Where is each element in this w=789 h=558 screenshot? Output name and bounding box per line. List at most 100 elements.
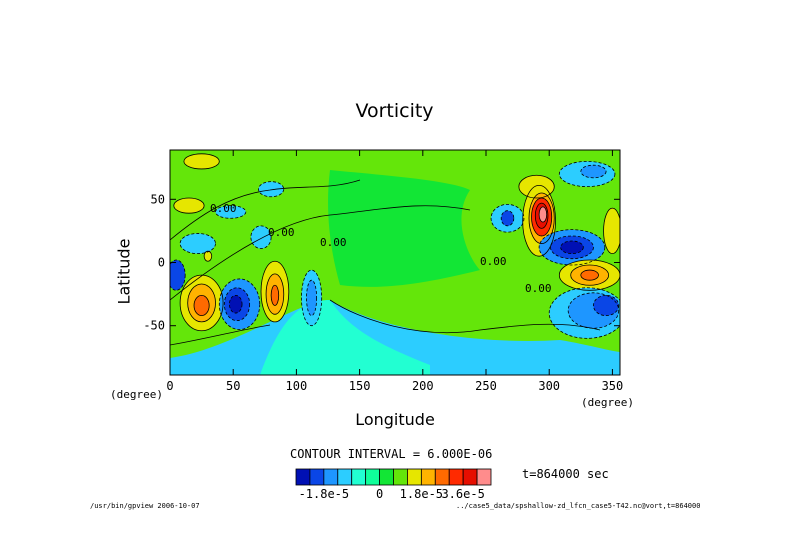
contour-line-4 [250,225,272,249]
contour-line-8 [193,294,210,316]
contour-region-27 [539,206,547,223]
colorbar-swatch-11 [448,468,464,486]
y-axis-ticks: -50 0 50 [143,192,620,333]
colorbar-swatch-5 [365,468,380,486]
contour-line-28 [538,229,606,266]
contour-line-24 [528,192,555,244]
contour-line-22 [500,210,515,227]
y-axis-unit: (degree) [110,388,163,401]
contour-region-33 [580,270,599,281]
contour-line-10 [223,287,251,322]
contour-region-5 [170,259,186,291]
contour-line-3 [179,233,216,255]
south-polar-band-core [260,300,430,375]
contour-line-25 [531,197,553,237]
contour-interval-label: CONTOUR INTERVAL = 6.000E-06 [290,447,493,461]
contour-plot-area: 0.00 0.00 0.00 0.00 0.00 0 50 100 150 200 250 300 3… [143,149,623,393]
contour-label-4: 0.00 [525,282,552,295]
x-tick-label-50: 50 [226,379,240,393]
colorbar-swatch-6 [379,468,394,486]
contour-line-30 [560,240,584,255]
x-tick-label-350: 350 [602,379,624,393]
contour-region-3 [180,233,216,254]
contour-region-20 [580,165,607,178]
contour-region-4 [250,225,272,249]
colorbar-swatch-2 [323,468,339,486]
contour-region-37 [603,208,620,254]
y-tick-label--50: -50 [143,319,165,333]
contour-region-1 [215,205,246,219]
colorbar-swatch-3 [337,468,353,486]
x-axis-ticks: 0 50 100 150 200 250 300 350 [166,150,623,393]
colorbar-swatch-10 [434,468,450,486]
contour-line-7 [187,283,216,323]
x-axis-label: Longitude [355,410,435,429]
contour-line-13 [265,273,285,315]
contour-line-35 [567,292,620,329]
contour-line-16 [306,279,318,316]
contour-line-27 [538,206,548,223]
contour-line-20 [580,164,607,179]
contour-line-32 [570,264,610,286]
contour-label-2: 0.00 [320,236,347,249]
time-label: t=864000 sec [522,467,609,481]
contour-region-2 [258,181,284,197]
contour-region-8 [194,295,210,316]
contour-region-36 [593,295,619,316]
zero-isoline-0 [170,205,471,301]
contour-region-16 [306,280,317,316]
footer-left: /usr/bin/gpview 2006-10-07 [90,502,200,510]
zero-isoline-2 [329,299,601,333]
contour-region-30 [560,241,584,254]
y-tick-label-0: 0 [158,256,165,270]
colorbar-swatch-7 [393,468,408,486]
colorbar-swatch-8 [407,468,422,486]
colorbar [295,468,492,486]
contour-label-1: 0.00 [268,226,295,239]
contour-line-23 [522,184,556,257]
contour-lines [170,153,620,346]
colorbar-swatch-13 [476,468,492,486]
contour-line-2 [258,181,285,198]
contour-line-15 [301,269,323,327]
x-tick-label-250: 250 [475,379,497,393]
y-tick-label-50: 50 [151,192,165,206]
colorbar-tick-label-2: 1.8e-5 [400,487,443,501]
colorbar-swatch-1 [309,468,325,486]
contour-line-1 [215,205,247,219]
contour-line-36 [593,294,620,316]
contour-line-18 [518,174,555,199]
x-tick-label-100: 100 [286,379,308,393]
contour-line-6 [179,274,224,332]
contour-region-17 [183,153,220,169]
contour-region-38 [204,251,212,262]
contour-line-26 [534,202,549,229]
colorbar-tick-labels: -1.8e-5 0 1.8e-53.6e-5 [299,487,485,501]
colorbar-swatch-9 [420,468,436,486]
x-tick-label-0: 0 [166,379,173,393]
colorbar-tick-label-0: -1.8e-5 [299,487,350,501]
colorbar-swatch-12 [462,468,478,486]
contour-label-3: 0.00 [480,255,507,268]
colorbar-tick-label-3: 3.6e-5 [441,487,484,501]
contour-labels: 0.00 0.00 0.00 0.00 0.00 [210,202,552,295]
contour-line-11 [229,294,243,314]
colorbar-tick-label-1: 0 [376,487,383,501]
contour-line-37 [603,207,620,255]
x-tick-label-300: 300 [538,379,560,393]
contour-region-14 [271,285,279,306]
contour-label-0: 0.00 [210,202,237,215]
near-zero-region [328,170,480,287]
contour-region-22 [501,210,514,226]
colorbar-swatch-0 [295,468,311,486]
colorbar-swatch-4 [351,468,367,486]
contour-fill-group [170,153,620,375]
contour-line-0 [173,197,205,214]
contour-region-0 [173,198,205,214]
footer-right: ../case5_data/spshallow-zd_lfcn_case5-T4… [456,502,701,510]
x-axis-unit: (degree) [581,396,634,409]
contour-line-19 [558,160,616,188]
chart-title: Vorticity [355,100,434,122]
contour-line-38 [203,250,213,262]
